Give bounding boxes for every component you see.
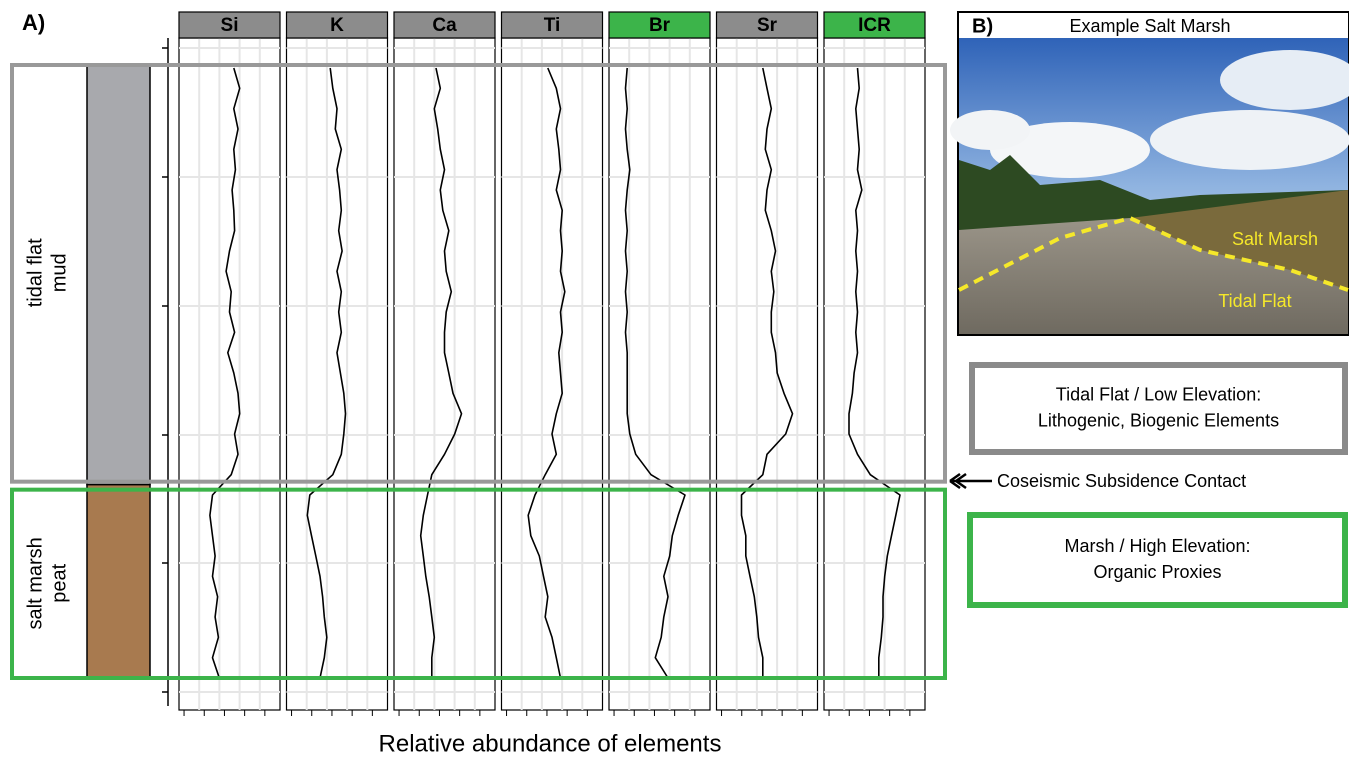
unit-label: peat — [48, 563, 70, 602]
figure: A) B) Example Salt Marsh Salt Marsh Tida… — [0, 0, 1349, 760]
x-axis-label: Relative abundance of elements — [379, 730, 722, 757]
unit-label: salt marsh — [24, 537, 46, 629]
legend-text: Marsh / High Elevation: — [1064, 536, 1250, 556]
panel-frame — [609, 38, 710, 710]
photo — [950, 12, 1349, 335]
unit-column — [87, 485, 150, 678]
unit-column — [87, 65, 150, 485]
panel-header-label: ICR — [858, 15, 891, 36]
unit-label: tidal flat — [24, 238, 46, 307]
legend-box — [972, 365, 1345, 452]
panel-header-label: Ti — [544, 15, 561, 36]
panel-label: B) — [972, 15, 993, 37]
panel-header-label: Ca — [432, 15, 457, 36]
panel-frame — [502, 38, 603, 710]
contact-label: Coseismic Subsidence Contact — [997, 471, 1246, 491]
panel-frame — [824, 38, 925, 710]
panel-header-label: Si — [221, 15, 239, 36]
legend-box — [970, 515, 1345, 605]
legend-text: Lithogenic, Biogenic Elements — [1038, 410, 1279, 430]
photo-label: Salt Marsh — [1232, 229, 1318, 249]
panel-header-label: Br — [649, 15, 671, 36]
panel-label: A) — [22, 10, 45, 35]
panel-frame — [394, 38, 495, 710]
photo-title: Example Salt Marsh — [1069, 16, 1230, 36]
panel-frame — [717, 38, 818, 710]
panel-header-label: Sr — [757, 15, 778, 36]
panel-frame — [287, 38, 388, 710]
photo-label: Tidal Flat — [1218, 291, 1291, 311]
legend-text: Organic Proxies — [1093, 562, 1221, 582]
panel-frame — [179, 38, 280, 710]
legend-text: Tidal Flat / Low Elevation: — [1056, 384, 1261, 404]
panel-header-label: K — [330, 15, 344, 36]
contact-arrow — [950, 474, 992, 488]
unit-label: mud — [48, 253, 70, 292]
